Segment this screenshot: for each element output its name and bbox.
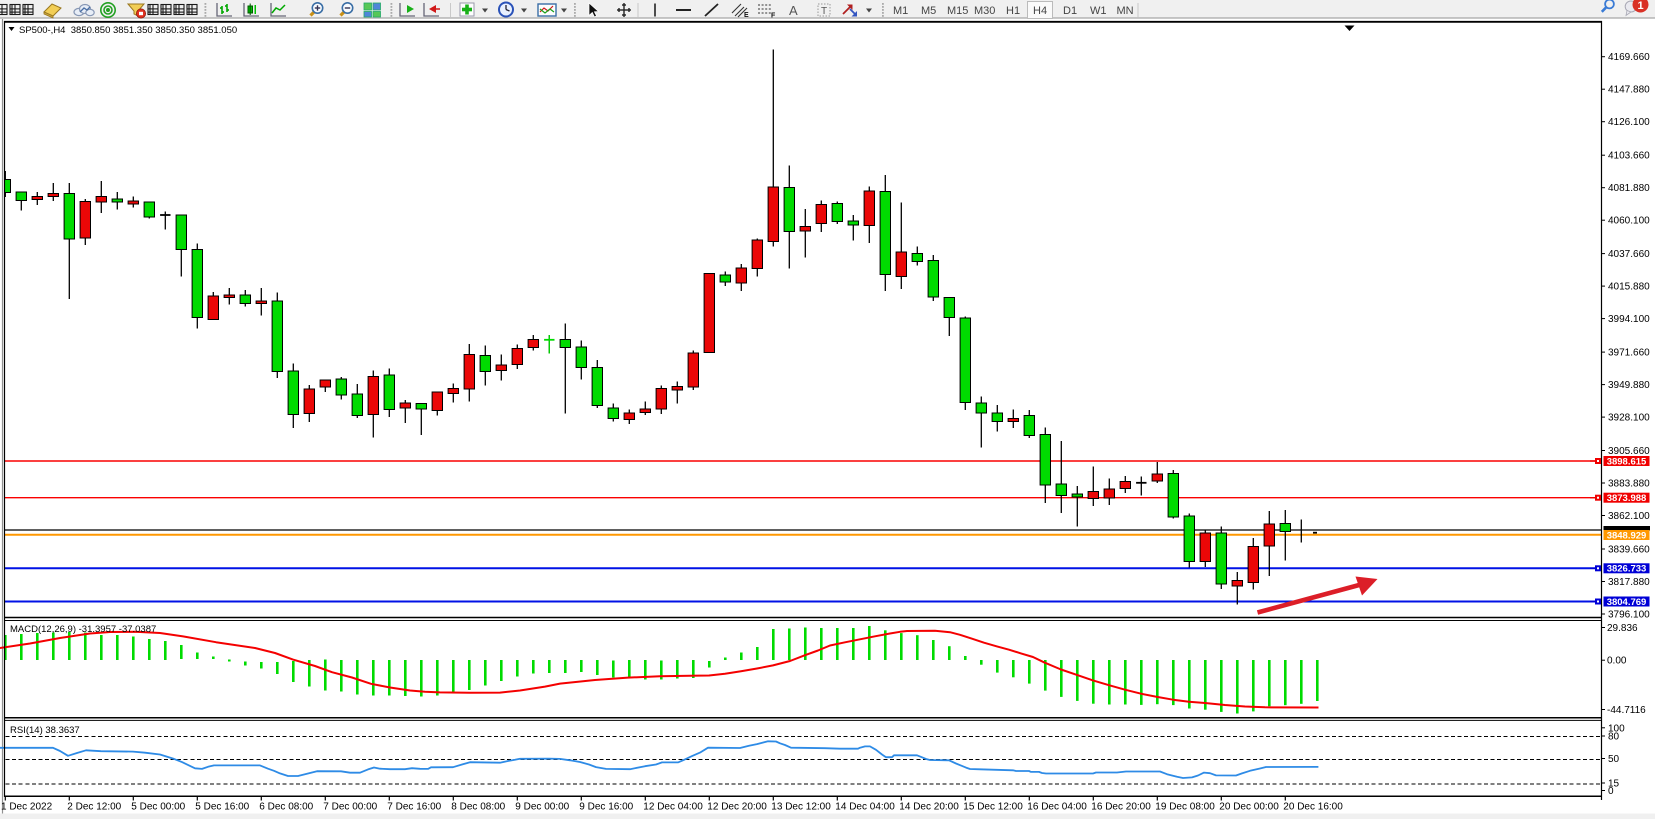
svg-text:8 Dec 08:00: 8 Dec 08:00 (451, 802, 505, 813)
svg-text:M1: M1 (893, 5, 908, 17)
svg-text:3928.100: 3928.100 (1608, 413, 1650, 424)
svg-text:-44.7116: -44.7116 (1607, 705, 1646, 716)
svg-text:6 Dec 08:00: 6 Dec 08:00 (259, 802, 313, 813)
svg-text:50: 50 (1608, 754, 1620, 765)
svg-text:100: 100 (1608, 723, 1625, 734)
svg-text:A: A (789, 3, 798, 18)
svg-text:9 Dec 16:00: 9 Dec 16:00 (579, 802, 633, 813)
svg-text:RSI(14) 38.3637: RSI(14) 38.3637 (10, 725, 80, 736)
svg-text:0: 0 (1608, 786, 1614, 797)
svg-text:F: F (771, 13, 776, 20)
svg-text:3862.100: 3862.100 (1608, 511, 1650, 522)
svg-text:3971.660: 3971.660 (1608, 348, 1650, 359)
svg-text:E: E (744, 12, 749, 19)
svg-text:4060.100: 4060.100 (1608, 216, 1650, 227)
svg-text:5 Dec 16:00: 5 Dec 16:00 (195, 802, 249, 813)
svg-text:2 Dec 12:00: 2 Dec 12:00 (67, 802, 121, 813)
svg-text:4081.880: 4081.880 (1608, 183, 1650, 194)
svg-text:W1: W1 (1090, 5, 1107, 17)
svg-text:3839.660: 3839.660 (1608, 545, 1650, 556)
svg-text:14 Dec 20:00: 14 Dec 20:00 (899, 802, 959, 813)
svg-text:3804.769: 3804.769 (1607, 597, 1647, 608)
svg-text:12 Dec 04:00: 12 Dec 04:00 (643, 802, 703, 813)
svg-text:14 Dec 04:00: 14 Dec 04:00 (835, 802, 895, 813)
svg-text:M30: M30 (974, 5, 995, 17)
svg-text:M15: M15 (947, 5, 968, 17)
svg-text:MACD(12,26,9) -31.3957 -37.038: MACD(12,26,9) -31.3957 -37.0387 (10, 624, 156, 635)
svg-text:D1: D1 (1063, 5, 1077, 17)
svg-text:20 Dec 00:00: 20 Dec 00:00 (1219, 802, 1279, 813)
svg-text:4015.880: 4015.880 (1608, 282, 1650, 293)
svg-text:4103.660: 4103.660 (1608, 151, 1650, 162)
svg-text:3873.988: 3873.988 (1607, 493, 1647, 504)
svg-text:M5: M5 (921, 5, 936, 17)
svg-text:SP500-,H4 3850.850 3851.350 3: SP500-,H4 3850.850 3851.350 3850.350 385… (19, 25, 237, 36)
svg-text:1: 1 (1637, 0, 1643, 12)
svg-text:12 Dec 20:00: 12 Dec 20:00 (707, 802, 767, 813)
svg-text:5 Dec 00:00: 5 Dec 00:00 (131, 802, 185, 813)
svg-text:29.836: 29.836 (1607, 623, 1638, 634)
svg-text:MN: MN (1117, 5, 1134, 17)
svg-text:15: 15 (1608, 779, 1620, 790)
svg-text:0.00: 0.00 (1607, 656, 1627, 667)
svg-text:4126.100: 4126.100 (1608, 117, 1650, 128)
svg-text:3817.880: 3817.880 (1608, 577, 1650, 588)
svg-text:7 Dec 00:00: 7 Dec 00:00 (323, 802, 377, 813)
svg-text:1 Dec 2022: 1 Dec 2022 (1, 802, 53, 813)
svg-text:13 Dec 12:00: 13 Dec 12:00 (771, 802, 831, 813)
svg-text:3848.929: 3848.929 (1607, 530, 1647, 541)
svg-text:3905.660: 3905.660 (1608, 446, 1650, 457)
svg-text:20 Dec 16:00: 20 Dec 16:00 (1283, 802, 1343, 813)
svg-text:15 Dec 12:00: 15 Dec 12:00 (963, 802, 1023, 813)
svg-text:4147.880: 4147.880 (1608, 85, 1650, 96)
svg-text:3826.733: 3826.733 (1607, 564, 1647, 575)
svg-text:7 Dec 16:00: 7 Dec 16:00 (387, 802, 441, 813)
svg-text:3898.615: 3898.615 (1607, 456, 1647, 467)
svg-text:4169.660: 4169.660 (1608, 52, 1650, 63)
svg-text:16 Dec 20:00: 16 Dec 20:00 (1091, 802, 1151, 813)
svg-text:3796.100: 3796.100 (1608, 610, 1650, 621)
svg-text:16 Dec 04:00: 16 Dec 04:00 (1027, 802, 1087, 813)
svg-text:9 Dec 00:00: 9 Dec 00:00 (515, 802, 569, 813)
svg-text:3994.100: 3994.100 (1608, 314, 1650, 325)
svg-text:80: 80 (1608, 732, 1620, 743)
svg-text:3883.880: 3883.880 (1608, 479, 1650, 490)
svg-text:4037.660: 4037.660 (1608, 249, 1650, 260)
svg-text:T: T (821, 6, 827, 17)
svg-text:19 Dec 08:00: 19 Dec 08:00 (1155, 802, 1215, 813)
svg-text:H4: H4 (1033, 5, 1047, 17)
svg-text:H1: H1 (1006, 5, 1020, 17)
svg-text:3949.880: 3949.880 (1608, 380, 1650, 391)
